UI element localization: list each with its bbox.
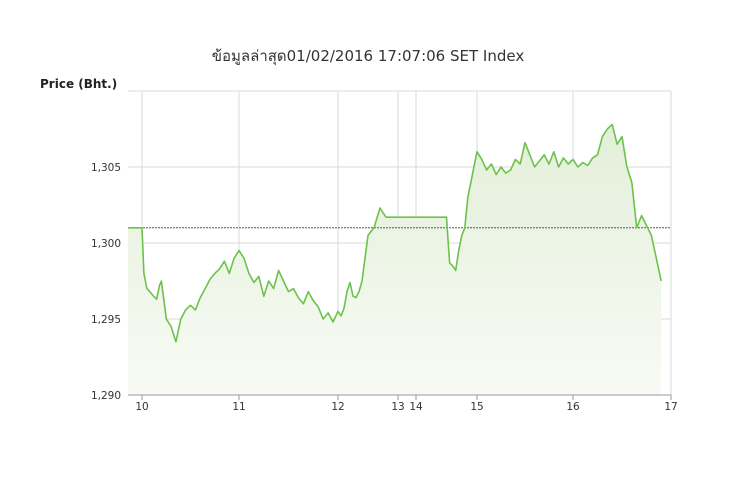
line-layer: [128, 123, 662, 343]
y-tick-label: 1,305: [91, 162, 121, 174]
x-tick-label: 16: [566, 401, 580, 413]
x-tick-label: 12: [331, 401, 344, 413]
x-ticks: 10 11 12 13 14 15 16 17: [135, 395, 678, 413]
x-tick-label: 11: [232, 401, 245, 413]
price-area: [128, 124, 662, 396]
area-layer: [128, 124, 662, 396]
x-tick-label: 13: [391, 401, 404, 413]
y-tick-label: 1,295: [91, 314, 121, 326]
chart-title: ข้อมูลล่าสุด01/02/2016 17:07:06 SET Inde…: [212, 47, 525, 66]
y-ticks: 1,290 1,295 1,300 1,305: [91, 162, 121, 402]
price-line: [128, 123, 662, 343]
x-tick-label: 10: [135, 401, 148, 413]
y-axis-label: Price (Bht.): [40, 77, 117, 91]
y-tick-label: 1,290: [91, 390, 121, 402]
x-tick-label: 15: [470, 401, 483, 413]
y-tick-label: 1,300: [91, 238, 121, 250]
x-tick-label: 14: [409, 401, 423, 413]
x-tick-label: 17: [664, 401, 677, 413]
